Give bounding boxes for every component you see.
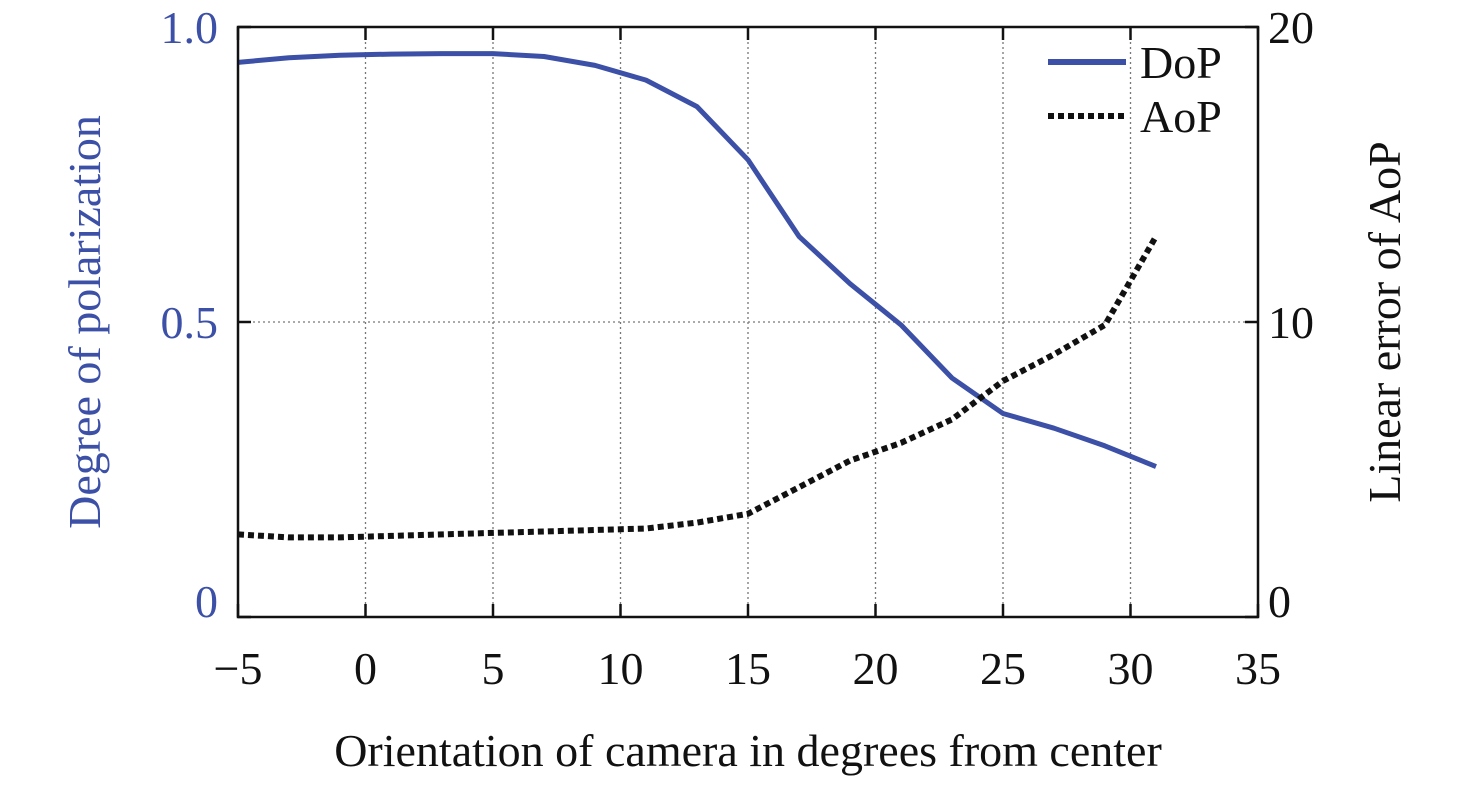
series-lines (237, 51, 1159, 541)
ticks: −5 0 5 10 15 20 25 30 35 0 0.5 1.0 0 10 20 (161, 2, 1315, 694)
x-tick-label: −5 (214, 643, 263, 694)
x-tick-label: 35 (1235, 643, 1281, 694)
x-tick-label: 25 (980, 643, 1026, 694)
legend: DoP AoP (1048, 37, 1222, 142)
y-tick-label: 1.0 (161, 2, 219, 53)
y2-tick-label: 10 (1268, 297, 1314, 348)
y2-tick-label: 0 (1268, 576, 1291, 627)
x-tick-label: 5 (482, 643, 505, 694)
series-line-dop (237, 51, 1157, 469)
y2-tick-label: 20 (1268, 2, 1314, 53)
x-tick-label: 0 (354, 643, 377, 694)
y2-axis-title: Linear error of AoP (1359, 141, 1410, 503)
series-line-aop (237, 234, 1159, 541)
x-tick-label: 30 (1108, 643, 1154, 694)
x-tick-label: 10 (598, 643, 644, 694)
y-tick-label: 0 (195, 576, 218, 627)
y-tick-label: 0.5 (161, 297, 219, 348)
y-axis-title: Degree of polarization (59, 115, 110, 529)
legend-aop-label: AoP (1140, 91, 1222, 142)
x-tick-label: 20 (853, 643, 899, 694)
grid (238, 27, 1258, 617)
legend-dop-label: DoP (1140, 37, 1222, 88)
x-axis-title: Orientation of camera in degrees from ce… (334, 725, 1162, 776)
x-tick-label: 15 (725, 643, 771, 694)
